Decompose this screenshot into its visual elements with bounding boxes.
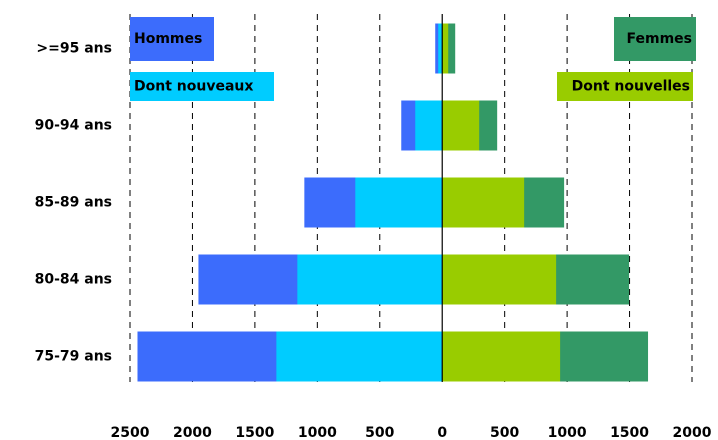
category-label: 85-89 ans <box>35 195 112 211</box>
legend-swatch <box>130 17 214 61</box>
x-tick-label: 1000 <box>548 425 587 440</box>
legend-label: Dont nouvelles <box>572 79 690 95</box>
legend-swatch <box>130 72 274 101</box>
bar <box>276 331 443 382</box>
x-tick-label: 1000 <box>298 425 337 440</box>
x-tick-label: 500 <box>490 425 519 440</box>
bar <box>442 331 561 382</box>
legend-label: Hommes <box>134 31 202 47</box>
bar <box>442 23 449 74</box>
bar <box>297 254 443 305</box>
bar <box>355 177 443 228</box>
category-label: 80-84 ans <box>35 272 112 288</box>
category-label: >=95 ans <box>36 41 112 57</box>
x-tick-label: 500 <box>365 425 394 440</box>
legend-swatch <box>614 17 696 61</box>
legend-swatch <box>557 72 693 101</box>
category-label: 75-79 ans <box>35 349 112 365</box>
bar <box>415 100 443 151</box>
bar <box>442 100 480 151</box>
x-tick-label: 2000 <box>673 425 712 440</box>
x-tick-label: 0 <box>437 425 447 440</box>
x-tick-label: 2500 <box>111 425 150 440</box>
x-tick-label: 1500 <box>610 425 649 440</box>
bar <box>442 254 557 305</box>
category-label: 90-94 ans <box>35 118 112 134</box>
bar <box>442 177 525 228</box>
legend-label: Dont nouveaux <box>134 79 253 95</box>
x-tick-label: 2000 <box>173 425 212 440</box>
x-tick-label: 1500 <box>235 425 274 440</box>
bar <box>438 23 443 74</box>
legend-label: Femmes <box>627 31 693 47</box>
